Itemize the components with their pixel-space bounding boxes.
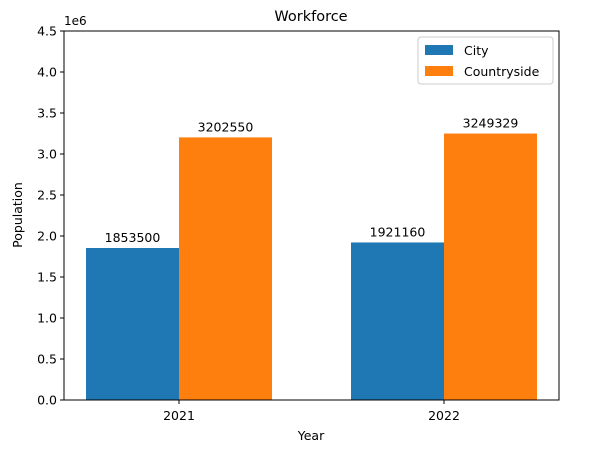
axes-frame	[63, 30, 560, 401]
data-label: 3202550	[198, 119, 254, 134]
y-tick-label: 0.0	[37, 393, 57, 408]
y-tick-label: 2.0	[37, 229, 57, 244]
y-tick-label: 3.5	[37, 106, 57, 121]
y-tick-label: 1.5	[37, 270, 57, 285]
y-tick-label: 4.0	[37, 65, 57, 80]
y-axis-offset-label: 1e6	[64, 14, 87, 28]
y-tick-label: 4.5	[37, 24, 57, 39]
data-label: 1853500	[105, 230, 161, 245]
data-label: 1921160	[370, 224, 426, 239]
y-axis-label: Population	[10, 182, 25, 248]
x-tick-label: 2022	[428, 408, 460, 423]
chart-title: Workforce	[274, 9, 347, 25]
x-tick-label: 2021	[163, 408, 195, 423]
legend: City Countryside	[417, 36, 554, 85]
y-tick-label: 0.5	[37, 352, 57, 367]
bar-countryside-2022	[444, 133, 537, 400]
legend-label: City	[464, 43, 489, 58]
legend-swatch-countryside	[425, 66, 453, 76]
bar-city-2021	[86, 248, 179, 400]
x-axis-label: Year	[297, 428, 325, 443]
legend-swatch-city	[425, 45, 453, 55]
legend-label: Countryside	[464, 64, 540, 79]
bar-city-2022	[351, 242, 444, 400]
y-tick-label: 1.0	[37, 311, 57, 326]
bar-countryside-2021	[179, 137, 272, 400]
y-tick-label: 2.5	[37, 188, 57, 203]
y-tick-label: 3.0	[37, 147, 57, 162]
plot-area: 1853500 1921160 3202550 3249329 0.0 0.5 1.0 1.5…	[37, 24, 560, 423]
data-label: 3249329	[463, 116, 519, 131]
